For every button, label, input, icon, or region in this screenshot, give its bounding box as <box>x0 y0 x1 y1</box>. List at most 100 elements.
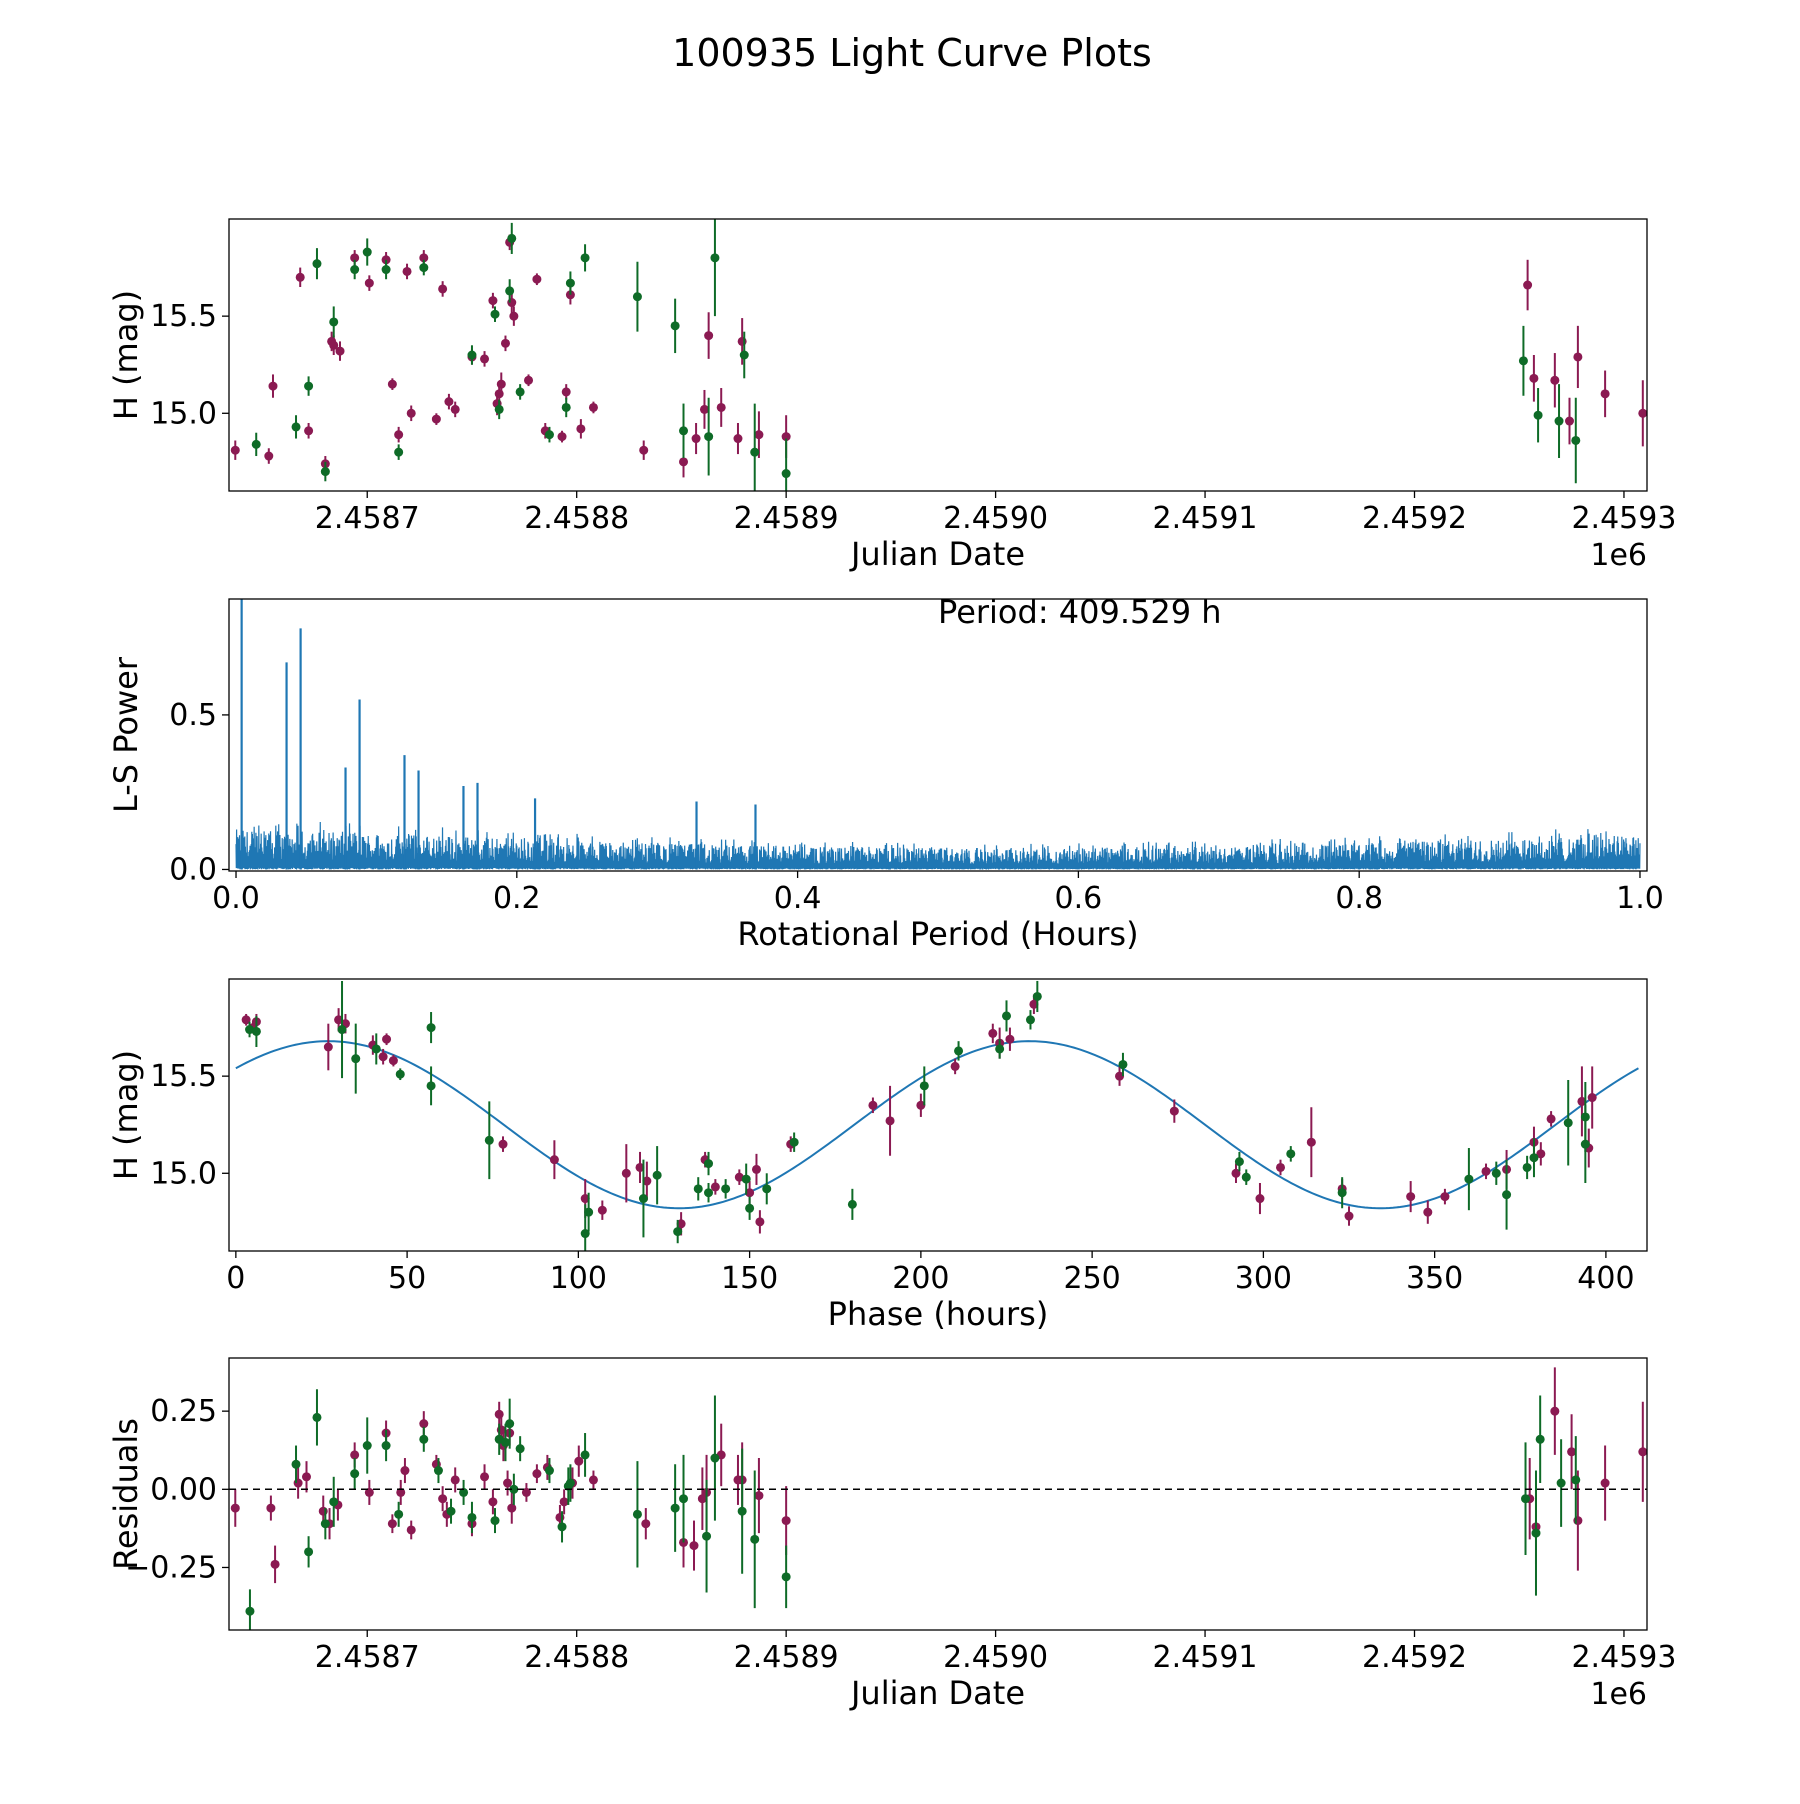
phase-fold-point-purple <box>710 1182 720 1192</box>
light-curve-point-green <box>291 422 301 432</box>
light-curve-point-purple <box>691 434 701 444</box>
residuals-point-green <box>565 1478 575 1488</box>
phase-fold-point-green <box>1580 1139 1590 1149</box>
phase-fold-point-purple <box>676 1219 686 1229</box>
residuals-point-purple <box>1567 1447 1577 1457</box>
light-curve-point-purple <box>679 457 689 467</box>
phase-fold-point-green <box>919 1081 929 1091</box>
phase-fold-xtick-label: 50 <box>388 1261 426 1296</box>
light-curve-point-green <box>251 439 261 449</box>
light-curve-point-green <box>320 467 330 477</box>
residuals-point-green <box>362 1441 372 1451</box>
light-curve-point-green <box>561 402 571 412</box>
phase-fold-point-purple <box>1587 1093 1597 1103</box>
light-curve-point-purple <box>532 274 542 284</box>
phase-fold-point-purple <box>241 1015 251 1025</box>
light-curve-point-purple <box>387 379 397 389</box>
periodogram-frame <box>228 598 1648 872</box>
residuals-point-green <box>446 1506 456 1516</box>
phase-fold-point-green <box>245 1025 255 1035</box>
phase-fold-point-purple <box>597 1205 607 1215</box>
phase-fold-point-purple <box>1306 1137 1316 1147</box>
phase-fold-point-purple <box>1481 1166 1491 1176</box>
phase-fold-point-green <box>847 1199 857 1209</box>
light-curve-point-green <box>507 233 517 243</box>
phase-fold-point-purple <box>1255 1194 1265 1204</box>
light-curve-point-purple <box>1529 373 1539 383</box>
light-curve-point-purple <box>1638 408 1647 418</box>
phase-fold-point-green <box>995 1044 1005 1054</box>
phase-fold-point-green <box>652 1170 662 1180</box>
light-curve-point-purple <box>230 445 240 455</box>
light-curve-point-green <box>490 309 500 319</box>
residuals-point-green <box>419 1434 429 1444</box>
light-curve-point-green <box>1533 410 1543 420</box>
light-curve-point-purple <box>524 375 534 385</box>
residuals-xtick-label: 2.4591 <box>1153 1640 1258 1675</box>
light-curve-point-purple <box>364 278 374 288</box>
light-curve-point-green <box>739 350 749 360</box>
light-curve-xlabel: Julian Date <box>849 535 1025 573</box>
phase-fold-xtick-label: 150 <box>721 1261 778 1296</box>
light-curve-point-green <box>494 404 504 414</box>
light-curve-point-purple <box>1573 352 1583 362</box>
light-curve-point-purple <box>438 284 448 294</box>
light-curve-point-green <box>304 381 314 391</box>
residuals-point-green <box>459 1487 469 1497</box>
phase-fold-xtick-label: 300 <box>1235 1261 1292 1296</box>
phase-fold-frame <box>228 978 1648 1252</box>
phase-fold-xtick-label: 0 <box>226 1261 245 1296</box>
residuals-point-purple <box>266 1503 276 1513</box>
phase-fold-point-purple <box>745 1188 755 1198</box>
residuals-point-green <box>557 1522 567 1532</box>
phase-fold-point-purple <box>580 1194 590 1204</box>
residuals-point-green <box>350 1469 360 1479</box>
residuals-point-green <box>320 1519 330 1529</box>
residuals-point-green <box>1521 1494 1531 1504</box>
light-curve-point-green <box>1518 356 1528 366</box>
light-curve-xtick-label: 2.4592 <box>1362 501 1467 536</box>
periodogram-ytick-label: 0.0 <box>169 852 217 887</box>
residuals-point-green <box>490 1516 500 1526</box>
phase-fold-model-curve <box>235 1040 1639 1210</box>
phase-fold-point-purple <box>323 1042 333 1052</box>
residuals-point-purple <box>450 1475 460 1485</box>
light-curve-point-green <box>381 265 391 275</box>
phase-fold-point-green <box>638 1194 648 1204</box>
residuals-point-purple <box>301 1472 311 1482</box>
phase-fold-point-purple <box>1406 1192 1416 1202</box>
residuals-point-green <box>670 1503 680 1513</box>
residuals-xtick-label: 2.4590 <box>943 1640 1048 1675</box>
residuals-point-purple <box>781 1516 791 1526</box>
phase-fold-point-purple <box>1169 1106 1179 1116</box>
light-curve-point-purple <box>781 432 791 442</box>
light-curve-point-purple <box>716 402 726 412</box>
light-curve-point-green <box>544 430 554 440</box>
periodogram-panel: 0.0 0.2 0.4 0.6 0.8 1.0 0.0 0.5 Rotational Perio… <box>107 593 1664 953</box>
periodogram-xlabel: Rotational Period (Hours) <box>737 915 1138 953</box>
phase-fold-xlabel: Phase (hours) <box>828 1295 1049 1333</box>
phase-fold-point-purple <box>1546 1114 1556 1124</box>
residuals-point-purple <box>507 1503 517 1513</box>
light-curve-point-purple <box>1600 389 1610 399</box>
residuals-point-green <box>329 1497 339 1507</box>
light-curve-point-purple <box>480 354 490 364</box>
light-curve-point-purple <box>494 389 504 399</box>
light-curve-point-purple <box>402 266 412 276</box>
periodogram-xtick-label: 0.4 <box>774 881 822 916</box>
phase-fold-point-green <box>484 1135 494 1145</box>
light-curve-point-purple <box>350 253 360 263</box>
phase-fold-point-purple <box>868 1100 878 1110</box>
light-curve-point-purple <box>264 451 274 461</box>
phase-fold-xtick-label: 250 <box>1063 1261 1120 1296</box>
residuals-point-purple <box>532 1469 542 1479</box>
phase-fold-point-purple <box>635 1162 645 1172</box>
light-curve-point-purple <box>496 379 506 389</box>
phase-fold-point-purple <box>382 1034 392 1044</box>
light-curve-point-green <box>670 321 680 331</box>
residuals-ytick-label: 0.25 <box>150 1394 217 1429</box>
light-curve-point-purple <box>509 311 519 321</box>
phase-fold-point-green <box>1522 1162 1532 1172</box>
light-curve-point-green <box>419 263 429 273</box>
periodogram-xtick-label: 0.0 <box>212 881 260 916</box>
